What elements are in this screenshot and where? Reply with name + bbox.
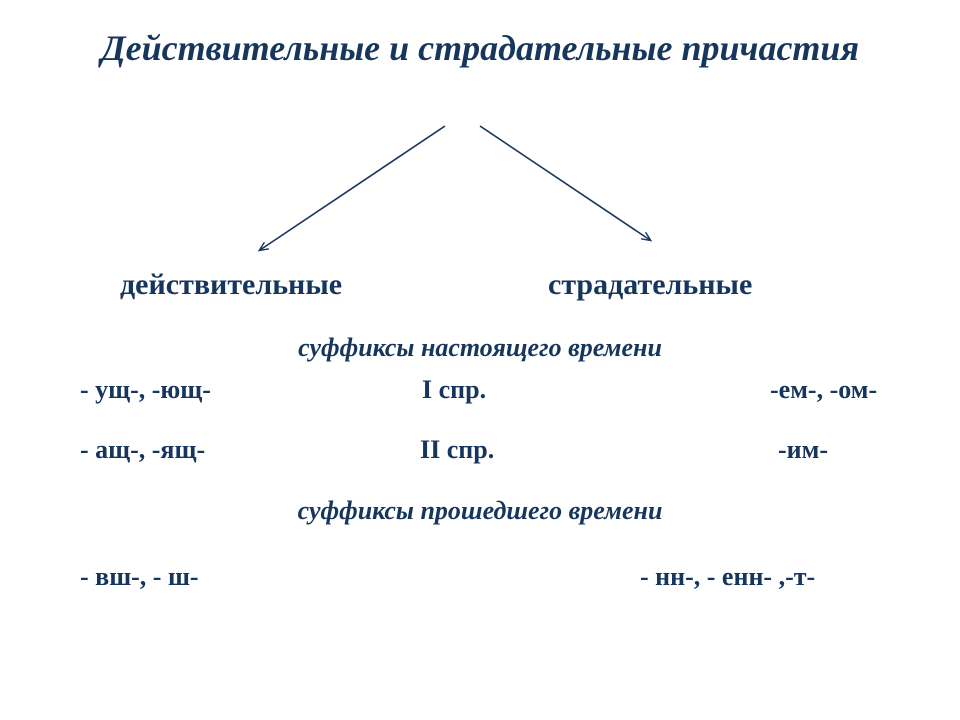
arrow-right [480, 126, 650, 240]
past-row1-right: - нн-, - енн- ,-т- [640, 562, 815, 592]
slide-root: Действительные и страдательные причастия… [0, 0, 960, 720]
arrow-left [260, 126, 445, 250]
present-row1-right: -ем-, -ом- [770, 375, 877, 405]
branch-right-label: страдательные [548, 268, 752, 302]
past-row1-left: - вш-, - ш- [80, 562, 199, 592]
present-row1-center: I спр. [422, 375, 486, 405]
present-row1-left: - ущ-, -ющ- [80, 375, 211, 405]
branch-arrows [0, 120, 960, 260]
present-row2-center: II спр. [420, 435, 494, 465]
present-row2-right: -им- [778, 435, 828, 465]
branch-left-label: действительные [120, 268, 342, 302]
present-heading: суффиксы настоящего времени [0, 333, 960, 363]
slide-title: Действительные и страдательные причастия [0, 26, 960, 71]
present-row2-left: - ащ-, -ящ- [80, 435, 205, 465]
past-heading: суффиксы прошедшего времени [0, 496, 960, 526]
